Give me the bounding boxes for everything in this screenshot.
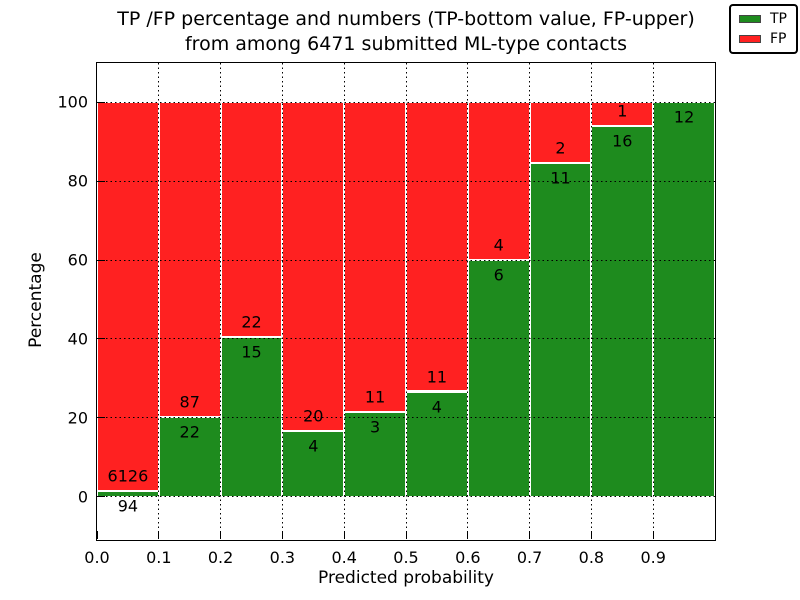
y-tick-mark xyxy=(97,338,105,340)
x-tick-mark xyxy=(281,531,283,539)
bar-tp-segment xyxy=(406,391,468,497)
x-tick-label: 0.7 xyxy=(516,548,543,567)
bar-tp-segment xyxy=(653,102,715,497)
y-tick-mark xyxy=(97,101,105,103)
y-tick-label: 100 xyxy=(57,92,88,112)
y-tick-mark xyxy=(97,259,105,261)
gridline-horizontal xyxy=(97,101,715,103)
x-tick-label: 0.6 xyxy=(455,548,481,567)
gridline-horizontal xyxy=(97,259,715,261)
fp-count-label: 1 xyxy=(617,101,628,121)
y-tick-mark xyxy=(97,180,105,182)
x-tick-label: 0.8 xyxy=(578,548,605,567)
gridline-horizontal xyxy=(97,417,715,419)
bar-fp-segment xyxy=(282,102,345,431)
fp-count-label: 11 xyxy=(426,367,448,386)
tp-count-label: 4 xyxy=(431,397,442,416)
chart-title: TP /FP percentage and numbers (TP-bottom… xyxy=(90,7,722,57)
y-tick-label: 80 xyxy=(67,171,88,191)
gridline-vertical xyxy=(220,63,222,540)
legend-swatch-fp xyxy=(739,35,761,43)
legend: TP FP xyxy=(729,4,798,54)
fp-count-label: 11 xyxy=(364,387,386,407)
y-tick-mark xyxy=(97,417,105,419)
gridline-vertical xyxy=(343,63,345,540)
x-tick-mark xyxy=(158,531,160,539)
legend-item: TP xyxy=(739,12,787,26)
x-tick-mark xyxy=(590,531,592,539)
tp-count-label: 94 xyxy=(117,496,139,516)
y-tick-label: 0 xyxy=(77,487,88,507)
gridline-horizontal xyxy=(97,496,715,498)
x-tick-label: 0.2 xyxy=(207,548,234,567)
chart-title-line1: TP /FP percentage and numbers (TP-bottom… xyxy=(117,8,695,30)
fp-count-label: 2 xyxy=(555,138,566,158)
tp-count-label: 12 xyxy=(673,107,695,127)
fp-count-label: 6126 xyxy=(107,466,149,486)
bar-fp-segment xyxy=(406,102,468,392)
chart-title-line2: from among 6471 submitted ML-type contac… xyxy=(184,33,628,55)
bar-fp-segment xyxy=(220,102,283,337)
x-tick-label: 0.0 xyxy=(84,548,110,567)
x-tick-mark xyxy=(652,531,654,539)
fp-count-label: 4 xyxy=(493,235,504,255)
legend-label: FP xyxy=(770,31,787,47)
y-tick-label: 20 xyxy=(67,408,88,428)
x-tick-mark xyxy=(467,531,469,539)
gridline-vertical xyxy=(529,63,531,540)
x-tick-label: 0.4 xyxy=(331,548,357,567)
x-tick-mark xyxy=(343,531,345,539)
x-tick-label: 0.5 xyxy=(393,548,419,567)
tp-count-label: 4 xyxy=(308,436,319,456)
x-tick-label: 0.3 xyxy=(269,548,296,567)
x-tick-mark xyxy=(96,531,98,539)
x-tick-mark xyxy=(405,531,407,539)
bar-tp-segment xyxy=(467,260,530,497)
fp-count-label: 22 xyxy=(241,312,262,332)
gridline-vertical xyxy=(158,63,160,540)
gridline-horizontal xyxy=(97,338,715,340)
gridline-vertical xyxy=(590,63,592,540)
x-tick-mark xyxy=(529,531,531,539)
x-tick-mark xyxy=(220,531,222,539)
legend-item: FP xyxy=(739,32,787,46)
tp-count-label: 15 xyxy=(241,342,262,362)
legend-swatch-tp xyxy=(739,15,761,23)
x-axis-label: Predicted probability xyxy=(318,568,494,588)
tp-count-label: 3 xyxy=(370,417,381,437)
y-axis-label: Percentage xyxy=(26,252,46,348)
gridline-vertical xyxy=(652,63,654,540)
bar-fp-segment xyxy=(344,102,406,413)
tp-count-label: 11 xyxy=(550,168,571,188)
x-tick-label: 0.1 xyxy=(146,548,172,567)
gridline-vertical xyxy=(405,63,407,540)
bar-fp-segment xyxy=(529,102,592,164)
y-tick-mark xyxy=(97,496,105,498)
gridline-horizontal xyxy=(97,180,715,182)
tp-count-label: 16 xyxy=(612,131,633,151)
fp-count-label: 87 xyxy=(179,392,200,412)
plot-area: 6126 94 87 22 22 15 20 4 11 3 11 4 4 6 2 11 1 16 12 0.0 0.1 0… xyxy=(57,62,716,567)
tp-count-label: 22 xyxy=(179,422,200,442)
gridline-vertical xyxy=(467,63,469,540)
x-tick-label: 0.9 xyxy=(640,548,666,567)
y-tick-label: 40 xyxy=(67,329,88,349)
bar-tp-segment xyxy=(529,163,592,497)
bar-tp-segment xyxy=(591,125,654,497)
tp-count-label: 6 xyxy=(493,265,504,285)
y-tick-label: 60 xyxy=(67,250,88,270)
fp-count-label: 20 xyxy=(303,406,324,426)
gridline-vertical xyxy=(281,63,283,540)
bar-fp-segment xyxy=(97,102,159,491)
legend-label: TP xyxy=(770,11,787,27)
